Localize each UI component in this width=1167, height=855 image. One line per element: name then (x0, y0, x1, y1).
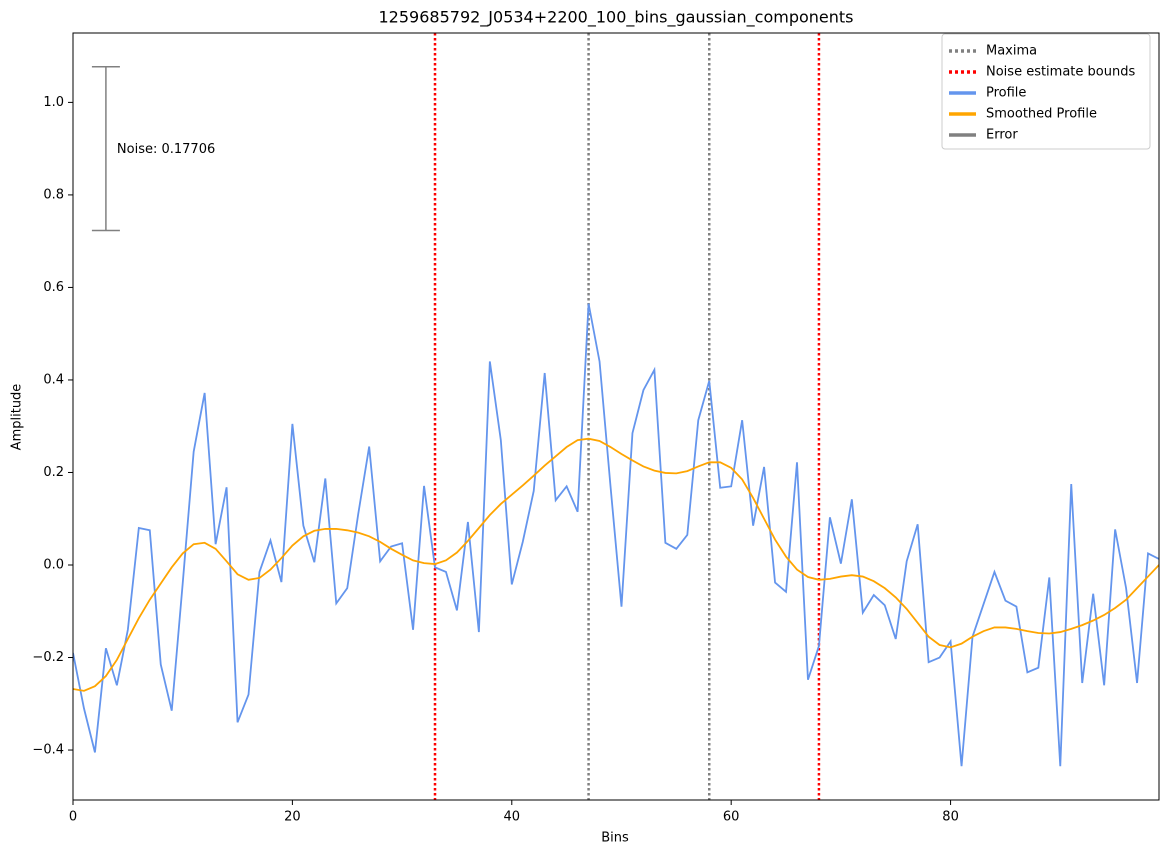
line-series (73, 303, 1159, 767)
y-tick-label: −0.2 (32, 650, 64, 665)
y-tick-label: −0.4 (32, 743, 64, 758)
legend-label: Error (986, 128, 1018, 143)
x-tick-label: 80 (942, 810, 959, 825)
axes-frame (72, 32, 1160, 801)
y-tick-label: 0.0 (43, 557, 64, 572)
x-tick-label: 60 (723, 810, 740, 825)
line-series (73, 437, 1159, 692)
legend-box (941, 33, 1151, 150)
y-axis-label: Amplitude (10, 384, 25, 451)
x-tick-label: 20 (284, 810, 301, 825)
y-tick-label: 0.8 (43, 187, 64, 202)
error-bar (91, 65, 120, 232)
legend-label: Maxima (986, 44, 1037, 59)
x-axis-label: Bins (601, 831, 629, 846)
legend-label: Noise estimate bounds (986, 65, 1135, 80)
annotation: Noise: 0.17706 (117, 142, 215, 157)
plot-area (73, 33, 1159, 800)
chart-title: 1259685792_J0534+2200_100_bins_gaussian_… (379, 8, 854, 28)
legend: Maxima Noise estimate bounds Profile Smooth… (941, 33, 1151, 150)
y-tick-label: 1.0 (43, 95, 64, 110)
x-tick-label: 0 (69, 810, 77, 825)
y-tick-label: 0.4 (43, 372, 64, 387)
legend-label: Smoothed Profile (986, 107, 1097, 122)
y-tick-label: 0.2 (43, 465, 64, 480)
y-tick-label: 0.6 (43, 280, 64, 295)
x-tick-label: 40 (504, 810, 521, 825)
legend-label: Profile (986, 86, 1026, 101)
